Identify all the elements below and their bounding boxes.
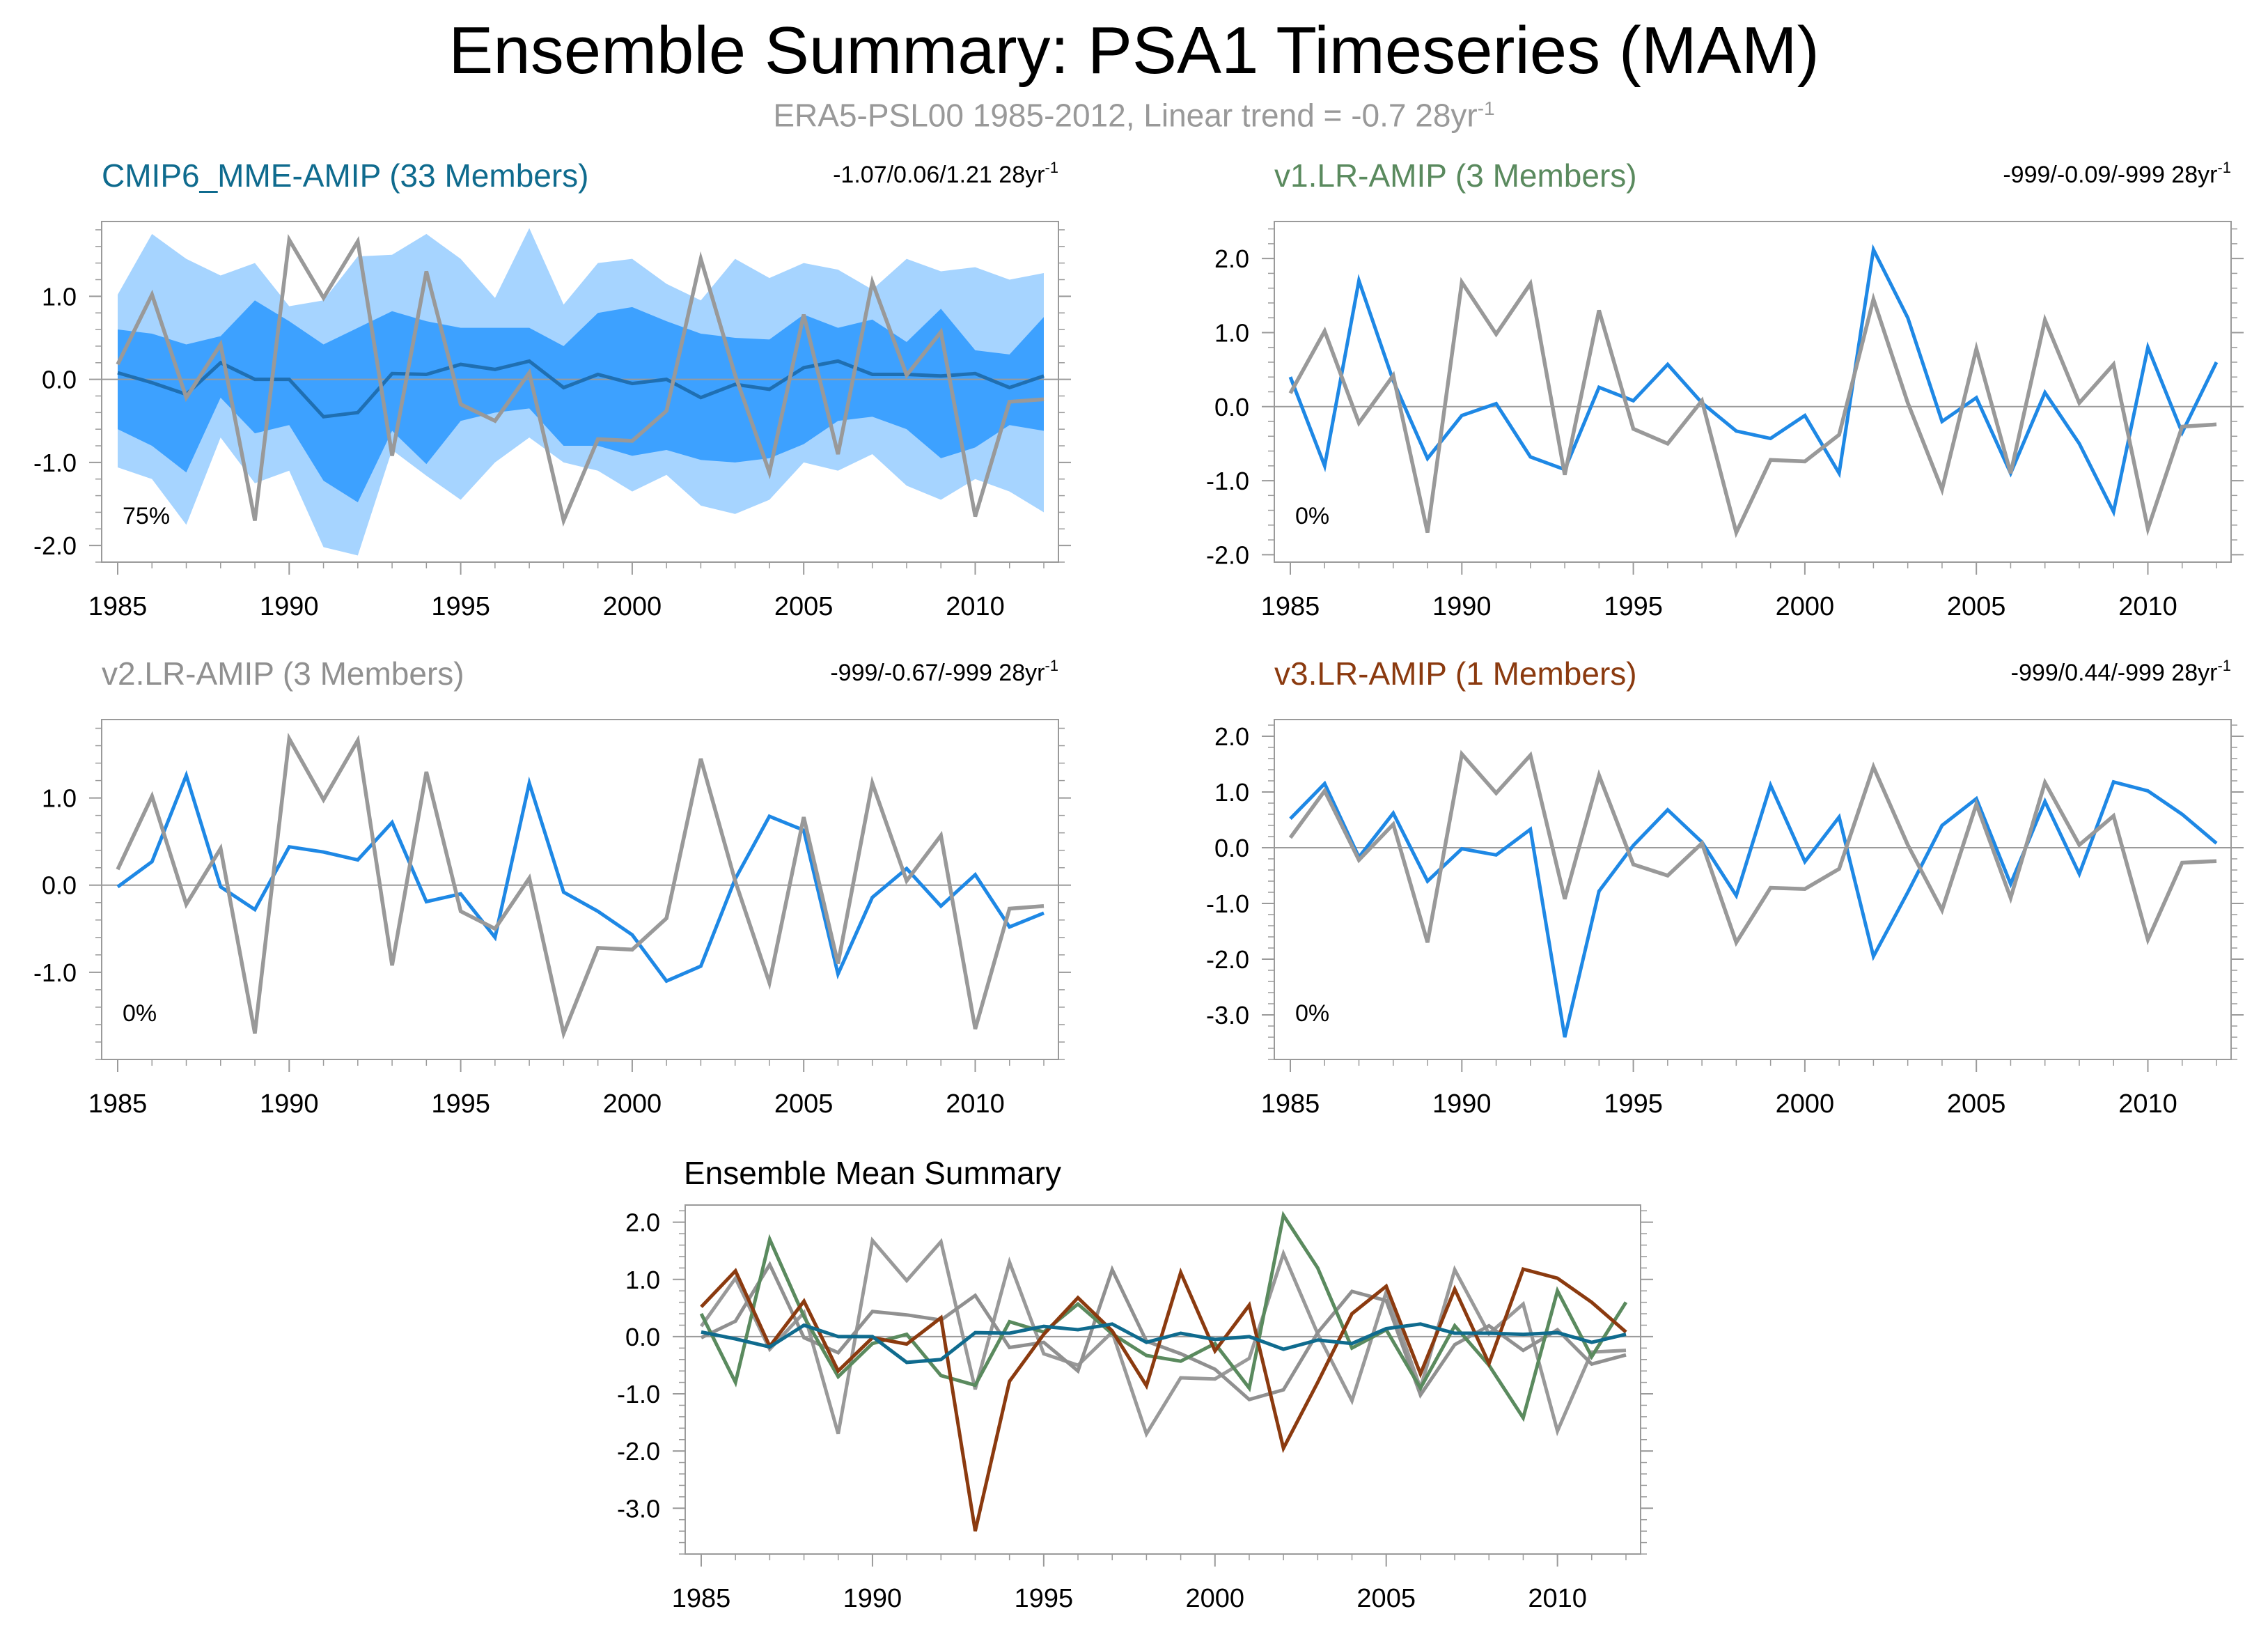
percent-label: 0% <box>123 1000 157 1027</box>
y-tick-label: -3.0 <box>617 1494 660 1523</box>
x-tick-label: 1985 <box>88 592 148 621</box>
y-tick-label: 0.0 <box>625 1323 660 1351</box>
x-tick-label: 1990 <box>260 1089 319 1119</box>
member-line <box>1288 244 2219 518</box>
y-tick-label: 0.0 <box>42 871 77 900</box>
member-line <box>1289 779 2218 1038</box>
y-tick-label: -2.0 <box>1206 945 1249 974</box>
plot-frame <box>1274 221 2232 563</box>
panel-title: CMIP6_MME-AMIP (33 Members) <box>102 157 589 194</box>
x-tick-label: 2010 <box>2118 1089 2177 1119</box>
panel-title: v3.LR-AMIP (1 Members) <box>1274 655 1637 692</box>
plot-frame <box>101 719 1059 1060</box>
y-tick-label: -2.0 <box>1206 541 1249 569</box>
subtitle-sup: -1 <box>1477 98 1495 119</box>
x-tick-label: 1985 <box>88 1089 148 1119</box>
panel-mme: 1985 1990 1995 2000 2005 2010 1.0 0.0 -1.0 -2.0 CM… <box>33 157 1071 621</box>
x-tick-label: 2010 <box>2118 592 2177 621</box>
observed-line <box>116 233 1045 527</box>
x-tick-label: 1990 <box>1432 592 1492 621</box>
y-tick-label: 0.0 <box>1214 393 1249 421</box>
x-tick-label: 2000 <box>1186 1584 1245 1613</box>
x-tick-label: 1990 <box>843 1584 902 1613</box>
y-tick-label: -1.0 <box>617 1380 660 1408</box>
panel-title: Ensemble Mean Summary <box>684 1155 1061 1191</box>
x-tick-label: 2010 <box>946 1089 1005 1119</box>
figure-subtitle: ERA5-PSL00 1985-2012, Linear trend = -0.… <box>0 89 2268 134</box>
panel-stats: -999/-0.67/-999 28yr-1 <box>830 657 1058 686</box>
x-tick-label: 1990 <box>260 592 319 621</box>
y-tick-label: 2.0 <box>1214 722 1249 751</box>
panel-v2: 1985 1990 1995 2000 2005 2010 1.0 0.0 -1.0 v2.LR-… <box>33 655 1071 1119</box>
y-tick-label: -1.0 <box>33 958 77 987</box>
y-tick-label: 1.0 <box>625 1266 660 1294</box>
x-tick-label: 1995 <box>1604 1089 1663 1119</box>
series-line-v2-lr-amip <box>700 1261 1627 1401</box>
x-tick-label: 1995 <box>431 1089 490 1119</box>
panel-title: v2.LR-AMIP (3 Members) <box>102 655 464 692</box>
series-line-v3-lr-amip <box>700 1266 1627 1532</box>
x-tick-label: 2000 <box>1776 1089 1835 1119</box>
y-tick-label: 1.0 <box>42 282 77 311</box>
y-tick-label: 0.0 <box>42 366 77 394</box>
panel-stats: -999/0.44/-999 28yr-1 <box>2011 657 2231 686</box>
x-tick-label: 1995 <box>431 592 490 621</box>
x-tick-label: 2000 <box>603 1089 662 1119</box>
y-tick-label: -3.0 <box>1206 1001 1249 1030</box>
y-tick-label: 1.0 <box>1214 318 1249 347</box>
y-tick-label: -1.0 <box>33 449 77 477</box>
x-tick-label: 1995 <box>1015 1584 1074 1613</box>
observed-line <box>1288 277 2217 538</box>
percent-label: 75% <box>123 503 170 529</box>
x-tick-label: 1985 <box>1261 1089 1320 1119</box>
x-tick-label: 2000 <box>603 592 662 621</box>
x-tick-label: 1995 <box>1604 592 1663 621</box>
panel-title: v1.LR-AMIP (3 Members) <box>1274 157 1637 194</box>
x-tick-label: 2005 <box>1947 592 2006 621</box>
percent-label: 0% <box>1295 1000 1329 1027</box>
x-tick-label: 2000 <box>1776 592 1835 621</box>
panel-stats: -999/-0.09/-999 28yr-1 <box>2003 159 2231 188</box>
observed-line <box>116 732 1045 1040</box>
subtitle-text: ERA5-PSL00 1985-2012, Linear trend = -0.… <box>773 97 1478 134</box>
y-tick-label: 1.0 <box>1214 778 1249 807</box>
series-line-cmip6-mme-amip <box>701 1322 1627 1365</box>
y-tick-label: -1.0 <box>1206 890 1249 918</box>
y-tick-label: 0.0 <box>1214 834 1249 862</box>
x-tick-label: 1990 <box>1432 1089 1492 1119</box>
figure-title: Ensemble Summary: PSA1 Timeseries (MAM) <box>448 13 1820 88</box>
x-tick-label: 2005 <box>1947 1089 2006 1119</box>
y-tick-label: -2.0 <box>617 1437 660 1466</box>
x-tick-label: 2005 <box>1356 1584 1416 1613</box>
plot-frame <box>685 1204 1641 1555</box>
y-tick-label: -1.0 <box>1206 467 1249 495</box>
percent-label: 0% <box>1295 503 1329 529</box>
x-tick-label: 2010 <box>946 592 1005 621</box>
y-tick-label: 2.0 <box>625 1209 660 1237</box>
y-tick-label: -2.0 <box>33 531 77 560</box>
panel-stats: -1.07/0.06/1.21 28yr-1 <box>833 159 1058 188</box>
y-tick-label: 1.0 <box>42 784 77 813</box>
x-tick-label: 2005 <box>774 1089 834 1119</box>
panel-v3: 1985 1990 1995 2000 2005 2010 2.0 1.0 0.0 -1.0 -2.… <box>1206 655 2244 1119</box>
observed-line <box>1288 749 2217 947</box>
panel-mean: 1985 1990 1995 2000 2005 2010 2.0 1.0 0.0 -1.0 -2.… <box>617 1155 1653 1613</box>
panel-v1: 1985 1990 1995 2000 2005 2010 2.0 1.0 0.0 -1.0 -2.… <box>1206 157 2244 621</box>
x-tick-label: 2010 <box>1528 1584 1587 1613</box>
x-tick-label: 1985 <box>672 1584 731 1613</box>
x-tick-label: 2005 <box>774 592 834 621</box>
x-tick-label: 1985 <box>1261 592 1320 621</box>
series-line-v1-lr-amip <box>699 1211 1628 1422</box>
plot-frame <box>1274 719 2232 1060</box>
y-tick-label: 2.0 <box>1214 244 1249 273</box>
